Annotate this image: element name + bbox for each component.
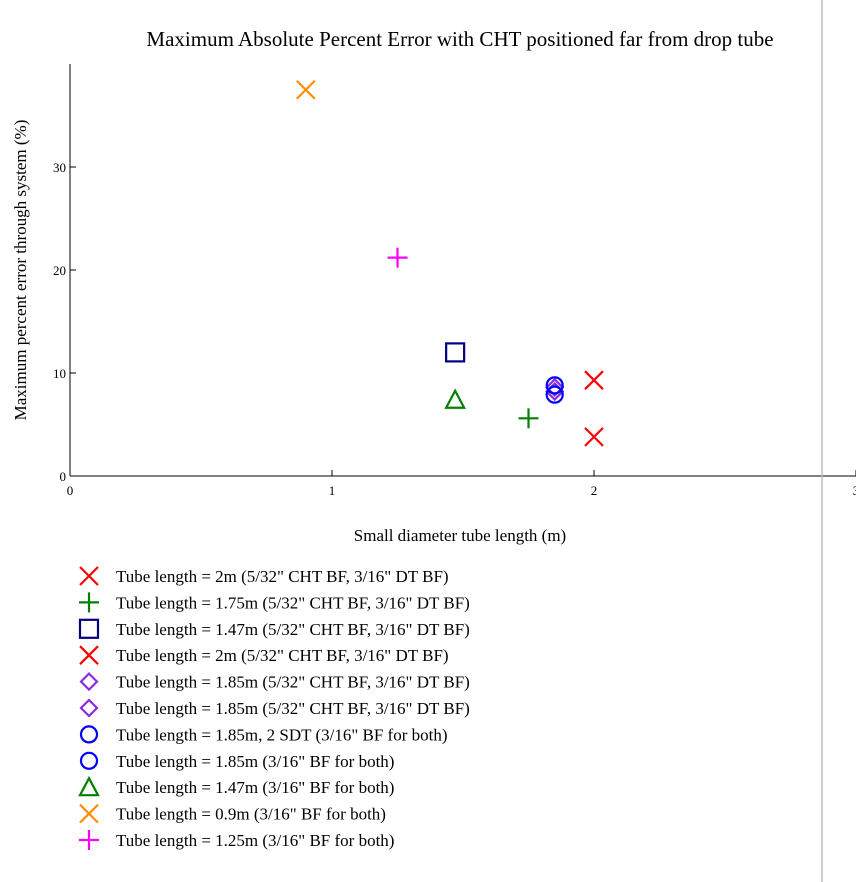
legend-label: Tube length = 2m (5/32" CHT BF, 3/16" DT…	[116, 567, 449, 586]
legend-marker-x	[79, 645, 99, 665]
legend-label: Tube length = 1.85m (5/32" CHT BF, 3/16"…	[116, 673, 470, 692]
legend-marker-x	[79, 803, 99, 824]
legend: Tube length = 2m (5/32" CHT BF, 3/16" DT…	[78, 566, 470, 850]
data-point-plus	[518, 408, 539, 429]
legend-item: Tube length = 1.75m (5/32" CHT BF, 3/16"…	[79, 592, 470, 613]
legend-marker-x	[79, 566, 99, 586]
legend-label: Tube length = 1.75m (5/32" CHT BF, 3/16"…	[116, 593, 470, 612]
data-point-triangle	[444, 388, 466, 409]
legend-item: Tube length = 0.9m (3/16" BF for both)	[79, 803, 386, 824]
data-point-circle	[545, 385, 564, 404]
legend-item: Tube length = 1.47m (5/32" CHT BF, 3/16"…	[78, 618, 470, 639]
data-point-diamond	[545, 377, 565, 397]
legend-marker-plus	[79, 830, 99, 850]
legend-item: Tube length = 2m (5/32" CHT BF, 3/16" DT…	[79, 645, 449, 665]
x-tick-label: 1	[329, 483, 336, 498]
legend-item: Tube length = 1.25m (3/16" BF for both)	[79, 830, 394, 850]
legend-label: Tube length = 1.25m (3/16" BF for both)	[116, 831, 394, 850]
legend-marker-circle	[79, 751, 99, 770]
data-point-plus	[387, 247, 408, 268]
legend-item: Tube length = 1.85m, 2 SDT (3/16" BF for…	[79, 725, 448, 744]
legend-item: Tube length = 1.85m (5/32" CHT BF, 3/16"…	[79, 672, 470, 692]
legend-marker-plus	[79, 592, 99, 613]
legend-marker-square	[78, 618, 100, 639]
y-tick-label: 20	[53, 263, 66, 278]
legend-item: Tube length = 1.47m (3/16" BF for both)	[78, 775, 394, 797]
data-point-circle	[545, 376, 564, 395]
legend-label: Tube length = 1.85m (3/16" BF for both)	[116, 752, 394, 771]
legend-item: Tube length = 1.85m (3/16" BF for both)	[79, 751, 394, 771]
legend-label: Tube length = 1.47m (5/32" CHT BF, 3/16"…	[116, 620, 470, 639]
x-tick-label: 0	[67, 483, 74, 498]
legend-marker-diamond	[79, 698, 99, 718]
data-point-x	[296, 79, 316, 100]
data-point-square	[445, 342, 466, 363]
x-tick-label: 3	[853, 483, 856, 498]
legend-label: Tube length = 2m (5/32" CHT BF, 3/16" DT…	[116, 646, 449, 665]
legend-label: Tube length = 1.47m (3/16" BF for both)	[116, 778, 394, 797]
legend-marker-circle	[79, 725, 99, 744]
legend-item: Tube length = 1.85m (5/32" CHT BF, 3/16"…	[79, 698, 470, 718]
chart-title: Maximum Absolute Percent Error with CHT …	[146, 27, 773, 51]
data-point-x	[584, 370, 604, 390]
legend-label: Tube length = 0.9m (3/16" BF for both)	[116, 805, 386, 824]
legend-marker-triangle	[78, 775, 100, 797]
y-tick-label: 10	[53, 366, 66, 381]
legend-label: Tube length = 1.85m (5/32" CHT BF, 3/16"…	[116, 699, 470, 718]
y-axis-label: Maximum percent error through system (%)	[11, 120, 30, 421]
legend-label: Tube length = 1.85m, 2 SDT (3/16" BF for…	[116, 725, 448, 744]
y-tick-label: 30	[53, 160, 66, 175]
y-tick-label: 0	[60, 469, 67, 484]
legend-marker-diamond	[79, 672, 99, 692]
x-tick-label: 2	[591, 483, 598, 498]
x-axis-label: Small diameter tube length (m)	[354, 526, 566, 545]
data-point-x	[584, 427, 604, 447]
data-points	[296, 79, 604, 447]
legend-item: Tube length = 2m (5/32" CHT BF, 3/16" DT…	[79, 566, 449, 586]
